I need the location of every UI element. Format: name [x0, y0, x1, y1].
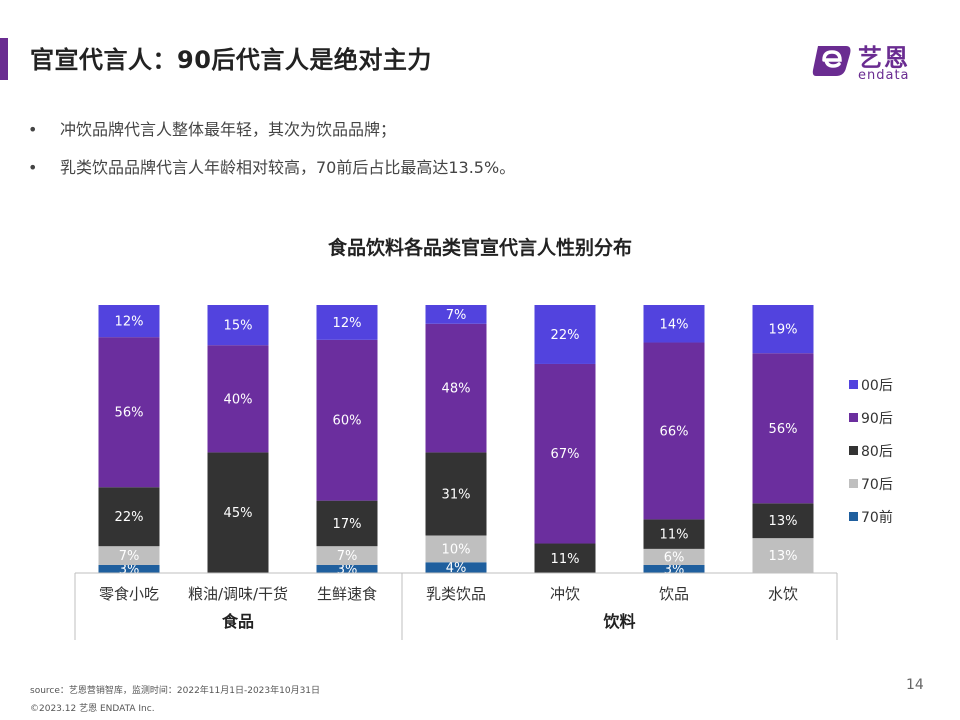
bar-segment — [98, 564, 160, 573]
data-label: 19% — [769, 323, 798, 338]
data-label: 66% — [660, 424, 689, 439]
data-label: 13% — [769, 549, 798, 564]
legend-swatch — [849, 479, 858, 488]
page-title: 官宣代言人：90后代言人是绝对主力 — [30, 46, 432, 74]
bullet-item: • 乳类饮品品牌代言人年龄相对较高，70前后占比最高达13.5%。 — [28, 158, 516, 177]
bar-segment — [98, 546, 160, 565]
chart-title: 食品饮料各品类官宣代言人性别分布 — [328, 236, 632, 259]
bar-segment — [98, 487, 160, 547]
title-accent-bar — [0, 38, 8, 80]
bullet-list: • 冲饮品牌代言人整体最年轻，其次为饮品品牌； • 乳类饮品品牌代言人年龄相对较高，… — [28, 116, 515, 192]
legend-label: 70前 — [861, 509, 893, 526]
bar-segment — [643, 548, 705, 565]
bar-segment — [534, 543, 596, 573]
data-label: 31% — [442, 487, 471, 502]
data-label: 48% — [442, 382, 471, 397]
bar-segment — [207, 305, 269, 346]
bar-segment — [316, 305, 378, 340]
bar-segment — [207, 345, 269, 453]
data-label: 56% — [769, 422, 798, 437]
category-label: 饮品 — [659, 585, 689, 603]
legend-label: 70后 — [861, 477, 893, 493]
group-label: 食品 — [221, 612, 254, 631]
bar-segment — [425, 452, 487, 536]
bar-segment — [752, 353, 814, 504]
data-label: 4% — [446, 561, 467, 576]
data-label: 14% — [660, 317, 689, 332]
logo-text-cn: 艺恩 — [858, 44, 910, 72]
category-label: 生鲜速食 — [317, 585, 377, 603]
category-label: 乳类饮品 — [426, 585, 486, 603]
logo-text-en: endata — [858, 68, 910, 83]
bar-segment — [752, 538, 814, 573]
page-number: 14 — [906, 677, 924, 693]
bar-segment — [207, 452, 269, 573]
data-label: 10% — [442, 542, 471, 557]
data-label: 3% — [337, 562, 358, 577]
data-label: 3% — [664, 562, 685, 577]
legend-label: 80后 — [861, 444, 893, 460]
bar-segment — [752, 305, 814, 354]
data-label: 7% — [337, 549, 358, 564]
footer-source: source：艺恩营销智库，监测时间：2022年11月1日-2023年10月31… — [30, 686, 321, 696]
footer-copyright: ©2023.12 艺恩 ENDATA Inc. — [30, 704, 155, 714]
data-label: 15% — [224, 319, 253, 334]
bar-segment — [643, 519, 705, 549]
bar-segment — [534, 305, 596, 364]
bar-segment — [643, 342, 705, 520]
data-label: 17% — [333, 517, 362, 532]
data-label: 3% — [119, 562, 140, 577]
bar-segment — [316, 564, 378, 573]
category-label: 冲饮 — [550, 585, 580, 603]
bar-segment — [316, 500, 378, 547]
bar-segment — [643, 305, 705, 343]
data-label: 7% — [119, 549, 140, 564]
bar-segment — [316, 339, 378, 501]
data-label: 60% — [333, 414, 362, 429]
data-label: 13% — [769, 514, 798, 529]
data-label: 45% — [224, 506, 253, 521]
bar-segment — [316, 546, 378, 565]
data-label: 12% — [115, 315, 144, 330]
category-label: 粮油/调味/干货 — [188, 585, 288, 603]
endata-logo-icon — [812, 46, 851, 76]
bar-segment — [425, 562, 487, 573]
bar-segment — [98, 337, 160, 488]
bullet-text: 乳类饮品品牌代言人年龄相对较高，70前后占比最高达13.5%。 — [60, 158, 516, 177]
bar-segment — [752, 503, 814, 539]
bar-segment — [425, 535, 487, 563]
data-label: 67% — [551, 447, 580, 462]
data-label: 6% — [664, 550, 685, 565]
data-label: 11% — [660, 528, 689, 543]
bar-segment — [98, 305, 160, 338]
bar-segment — [534, 363, 596, 544]
data-label: 22% — [551, 328, 580, 343]
bar-segment — [643, 564, 705, 573]
data-label: 40% — [224, 392, 253, 407]
data-label: 56% — [115, 406, 144, 421]
bullet-item: • 冲饮品牌代言人整体最年轻，其次为饮品品牌； — [28, 120, 397, 139]
legend-label: 00后 — [861, 378, 893, 394]
legend-label: 90后 — [861, 411, 893, 427]
bar-segment — [425, 323, 487, 453]
category-label: 水饮 — [768, 585, 798, 603]
legend-swatch — [849, 380, 858, 389]
data-label: 7% — [446, 308, 467, 323]
legend-swatch — [849, 512, 858, 521]
endata-logo: 艺恩 endata — [810, 38, 930, 86]
data-label: 12% — [333, 316, 362, 331]
data-label: 22% — [115, 510, 144, 525]
bullet-text: 冲饮品牌代言人整体最年轻，其次为饮品品牌； — [60, 120, 397, 139]
group-label: 饮料 — [602, 612, 635, 631]
data-label: 11% — [551, 552, 580, 567]
bar-segment — [425, 305, 487, 324]
category-label: 零食小吃 — [99, 585, 159, 603]
legend-swatch — [849, 413, 858, 422]
legend-swatch — [849, 446, 858, 455]
